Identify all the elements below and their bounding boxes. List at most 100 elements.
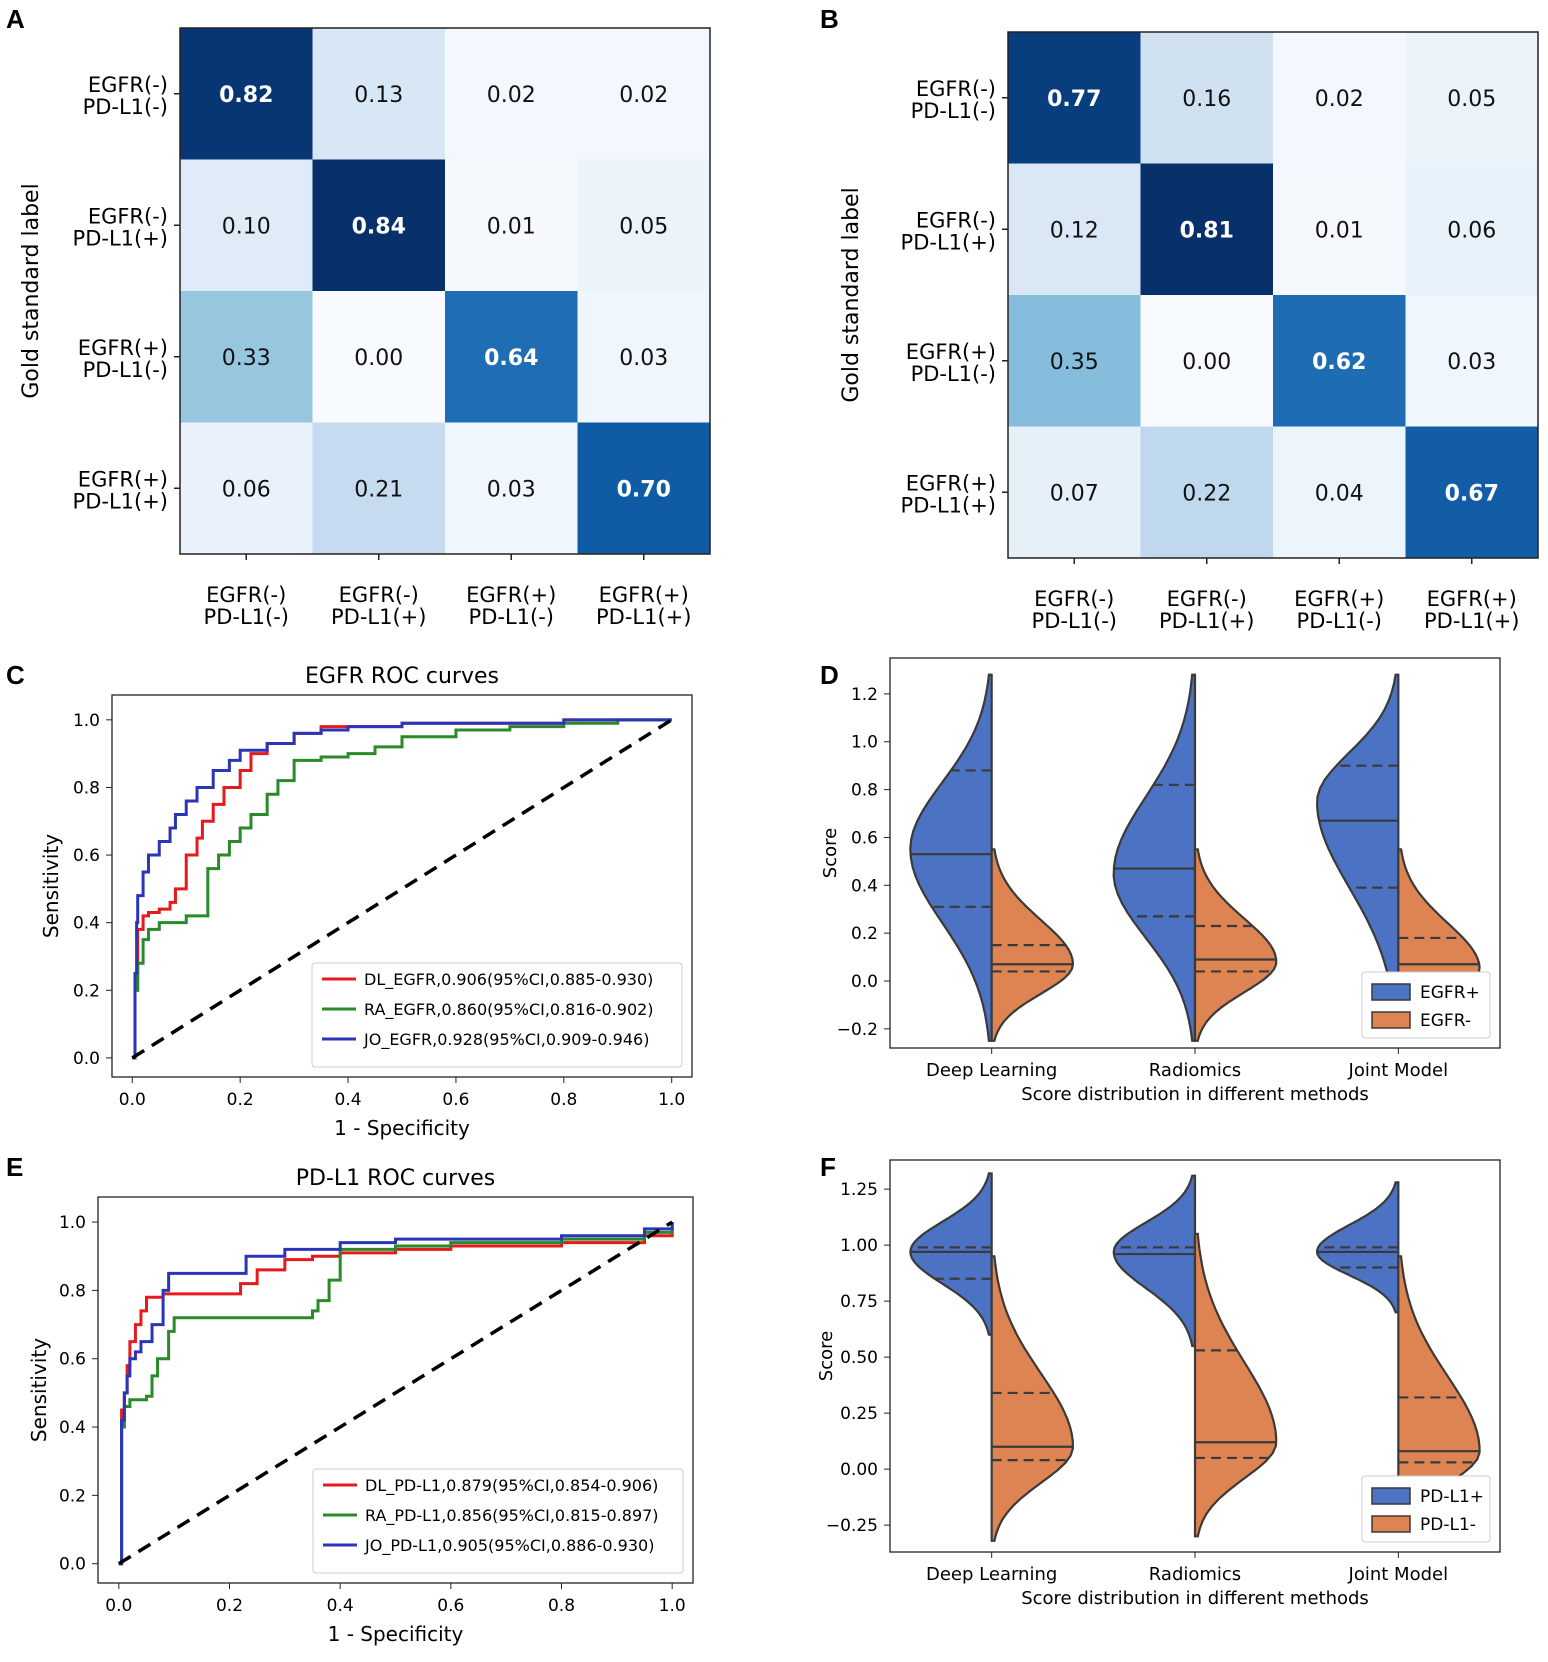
cell-value-label: 0.70 — [617, 477, 671, 502]
y-tick-label: EGFR(+) — [78, 336, 168, 360]
y-tick-label: 0.0 — [73, 1049, 100, 1069]
y-tick-label: 0.4 — [59, 1418, 86, 1438]
heatmap-cell — [1140, 32, 1274, 164]
heatmap-cell — [445, 291, 578, 423]
cell-value-label: 0.22 — [1182, 481, 1231, 506]
cell-value-label: 0.01 — [487, 214, 536, 239]
y-tick-label: 1.00 — [840, 1236, 878, 1256]
cell-value-label: 0.16 — [1182, 87, 1231, 112]
panel-letter-f: F — [820, 1152, 836, 1182]
y-tick-label: 0.8 — [73, 778, 100, 798]
egfr-violin-chart: −0.2 0.0 0.2 0.4 0.6 0.8 1.0 1.2 Deep Learning Ra… — [820, 657, 1501, 1105]
roc-curve-line — [132, 718, 672, 1060]
x-tick-label: Joint Model — [1348, 1564, 1449, 1585]
x-tick-label: EGFR(+) — [1294, 587, 1384, 611]
legend-swatch — [1371, 983, 1411, 1001]
x-tick-label: Radiomics — [1149, 1060, 1241, 1081]
y-tick-label: EGFR(+) — [906, 340, 996, 364]
roc-curve-line — [132, 718, 672, 1060]
x-tick-label: 0.8 — [548, 1596, 575, 1616]
y-tick-label: 0.4 — [73, 914, 100, 934]
y-tick-label: 0.50 — [840, 1348, 878, 1368]
x-tick-label: EGFR(-) — [1167, 587, 1247, 611]
legend-label: RA_EGFR,0.860(95%CI,0.816-0.902) — [364, 1000, 654, 1020]
heatmap-cell — [577, 28, 711, 160]
cell-value-label: 0.33 — [222, 346, 271, 371]
heatmap-cell — [312, 422, 446, 555]
heatmap-frame — [1007, 31, 1539, 559]
heatmap-cell — [180, 291, 313, 423]
y-tick-label: EGFR(+) — [78, 467, 168, 491]
cell-value-label: 0.13 — [354, 83, 403, 108]
y-tick-label: PD-L1(-) — [911, 99, 996, 123]
heatmap-cell — [180, 159, 313, 292]
heatmap-cell — [312, 291, 446, 423]
y-axis-label: Gold standard label — [19, 183, 44, 398]
cell-value-label: 0.05 — [619, 214, 668, 239]
cell-value-label: 0.01 — [1315, 218, 1364, 243]
y-tick-label: 0.8 — [851, 781, 878, 801]
heatmap-cell — [577, 159, 711, 292]
legend-box — [312, 1468, 684, 1574]
x-tick-label: Deep Learning — [926, 1564, 1057, 1585]
y-tick-label: 0.0 — [851, 972, 878, 992]
violin-half — [990, 1255, 1075, 1542]
x-axis-label: 1 - Specificity — [328, 1622, 464, 1646]
x-tick-label: 0.2 — [227, 1090, 254, 1110]
y-tick-label: 0.6 — [59, 1350, 86, 1370]
cell-value-label: 0.67 — [1445, 481, 1499, 506]
x-tick-label: 1.0 — [658, 1090, 685, 1110]
cell-value-label: 0.02 — [487, 83, 536, 108]
x-tick-label: PD-L1(+) — [596, 605, 691, 629]
panel-letter-e: E — [6, 1152, 24, 1182]
x-tick-label: PD-L1(+) — [1424, 609, 1519, 633]
x-tick-label: 0.6 — [437, 1596, 464, 1616]
heatmap-cell — [1008, 163, 1141, 296]
x-tick-label: PD-L1(+) — [1159, 609, 1254, 633]
x-tick-label: 0.0 — [105, 1596, 132, 1616]
x-tick-label: 0.4 — [327, 1596, 354, 1616]
legend-label: JO_PD-L1,0.905(95%CI,0.886-0.930) — [364, 1536, 654, 1556]
cell-value-label: 0.64 — [484, 346, 538, 371]
cell-value-label: 0.12 — [1050, 218, 1099, 243]
cell-value-label: 0.35 — [1050, 350, 1099, 375]
panel-letter-b: B — [820, 4, 839, 34]
heatmap-cell — [312, 159, 446, 292]
chart-title: PD-L1 ROC curves — [296, 1166, 495, 1191]
legend-label: DL_EGFR,0.906(95%CI,0.885-0.930) — [364, 970, 653, 990]
x-tick-label: Radiomics — [1149, 1564, 1241, 1585]
panel-letter-a: A — [6, 4, 25, 34]
y-tick-label: 1.0 — [73, 711, 100, 731]
cell-value-label: 0.02 — [1315, 87, 1364, 112]
heatmap-cell — [1405, 426, 1539, 559]
cell-value-label: 0.02 — [619, 83, 668, 108]
heatmap-cell — [1140, 295, 1274, 427]
cell-value-label: 0.04 — [1315, 481, 1364, 506]
chance-diagonal-line — [117, 1220, 674, 1566]
cell-value-label: 0.06 — [222, 477, 271, 502]
heatmap-cell — [1140, 163, 1274, 296]
heatmap-cell — [445, 28, 578, 160]
legend-label: JO_EGFR,0.928(95%CI,0.909-0.946) — [363, 1030, 649, 1050]
x-tick-label: PD-L1(-) — [1297, 609, 1382, 633]
legend-label: EGFR- — [1420, 1011, 1471, 1031]
chart-title: EGFR ROC curves — [305, 664, 499, 689]
cell-value-label: 0.07 — [1050, 481, 1099, 506]
y-tick-label: PD-L1(-) — [83, 358, 168, 382]
y-tick-label: EGFR(-) — [88, 73, 168, 97]
y-axis-label: Sensitivity — [39, 834, 63, 938]
heatmap-cell — [577, 422, 711, 555]
x-tick-label: PD-L1(+) — [331, 605, 426, 629]
legend-label: DL_PD-L1,0.879(95%CI,0.854-0.906) — [365, 1476, 658, 1496]
y-tick-label: 0.8 — [59, 1281, 86, 1301]
y-tick-label: PD-L1(+) — [901, 493, 996, 517]
legend-swatch — [1371, 1011, 1411, 1029]
violin-half — [1112, 673, 1197, 1042]
y-tick-label: 1.25 — [840, 1180, 878, 1200]
x-tick-label: EGFR(+) — [599, 583, 689, 607]
heatmap-cell — [1273, 426, 1406, 559]
heatmap-cell — [445, 159, 578, 292]
cell-value-label: 0.05 — [1447, 87, 1496, 112]
y-axis-label: Score — [820, 828, 841, 878]
heatmap-cell — [1008, 295, 1141, 427]
